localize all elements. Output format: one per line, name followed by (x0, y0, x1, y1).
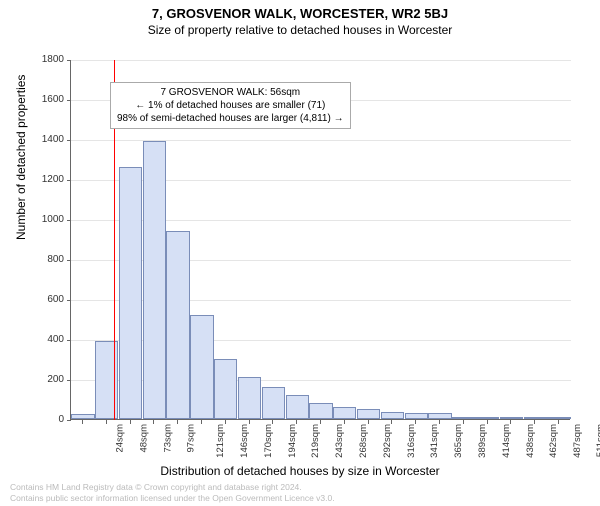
footer-line-1: Contains HM Land Registry data © Crown c… (10, 482, 335, 493)
xtick-mark (296, 420, 297, 424)
ytick-label: 800 (47, 255, 64, 265)
histogram-bar (405, 413, 428, 419)
xtick-mark (82, 420, 83, 424)
xtick-mark (439, 420, 440, 424)
page-subtitle: Size of property relative to detached ho… (0, 23, 600, 37)
y-axis-label: Number of detached properties (14, 75, 28, 240)
annotation-line-3: 98% of semi-detached houses are larger (… (117, 112, 344, 125)
xtick-mark (534, 420, 535, 424)
ytick-mark (67, 300, 71, 301)
x-axis-label: Distribution of detached houses by size … (0, 464, 600, 478)
ytick-label: 1800 (42, 55, 64, 65)
xtick-label: 341sqm (429, 424, 440, 458)
ytick-label: 400 (47, 335, 64, 345)
ytick-label: 1000 (42, 215, 64, 225)
xtick-label: 243sqm (334, 424, 345, 458)
ytick-label: 1600 (42, 95, 64, 105)
gridline (71, 60, 571, 61)
histogram-bar (238, 377, 261, 419)
xtick-label: 487sqm (572, 424, 583, 458)
xtick-label: 146sqm (239, 424, 250, 458)
ytick-mark (67, 140, 71, 141)
ytick-mark (67, 220, 71, 221)
histogram-bar (428, 413, 451, 419)
xtick-mark (487, 420, 488, 424)
xtick-label: 414sqm (501, 424, 512, 458)
ytick-label: 200 (47, 375, 64, 385)
histogram-bar (286, 395, 309, 419)
xtick-label: 365sqm (453, 424, 464, 458)
xtick-label: 292sqm (382, 424, 393, 458)
xtick-label: 438sqm (524, 424, 535, 458)
histogram-bar (333, 407, 356, 419)
xtick-mark (272, 420, 273, 424)
ytick-mark (67, 340, 71, 341)
xtick-mark (153, 420, 154, 424)
histogram-bar (143, 141, 166, 419)
histogram-bar (214, 359, 237, 419)
xtick-label: 24sqm (114, 424, 125, 453)
ytick-label: 1200 (42, 175, 64, 185)
histogram-bar (452, 417, 475, 419)
xtick-mark (130, 420, 131, 424)
ytick-label: 600 (47, 295, 64, 305)
ytick-mark (67, 180, 71, 181)
xtick-mark (344, 420, 345, 424)
histogram-bar (476, 417, 499, 419)
xtick-mark (177, 420, 178, 424)
xtick-label: 462sqm (548, 424, 559, 458)
xtick-mark (320, 420, 321, 424)
annotation-line-1: 7 GROSVENOR WALK: 56sqm (117, 86, 344, 99)
histogram-bar (524, 417, 547, 419)
xtick-mark (249, 420, 250, 424)
page-title: 7, GROSVENOR WALK, WORCESTER, WR2 5BJ (0, 6, 600, 21)
histogram-bar (262, 387, 285, 419)
xtick-mark (415, 420, 416, 424)
xtick-label: 268sqm (358, 424, 369, 458)
ytick-label: 0 (58, 415, 64, 425)
ytick-mark (67, 380, 71, 381)
ytick-mark (67, 420, 71, 421)
xtick-label: 194sqm (286, 424, 297, 458)
histogram-bar (309, 403, 332, 419)
chart: 7 GROSVENOR WALK: 56sqm ← 1% of detached… (70, 60, 570, 420)
histogram-bar (119, 167, 142, 419)
footer-attribution: Contains HM Land Registry data © Crown c… (10, 482, 335, 504)
xtick-label: 121sqm (215, 424, 226, 458)
xtick-label: 73sqm (162, 424, 173, 453)
xtick-mark (463, 420, 464, 424)
xtick-label: 97sqm (186, 424, 197, 453)
xtick-label: 511sqm (595, 424, 600, 457)
xtick-label: 389sqm (477, 424, 488, 458)
histogram-bar (166, 231, 189, 419)
xtick-mark (106, 420, 107, 424)
annotation-box: 7 GROSVENOR WALK: 56sqm ← 1% of detached… (110, 82, 351, 129)
histogram-bar (547, 417, 570, 419)
xtick-label: 48sqm (138, 424, 149, 453)
xtick-mark (368, 420, 369, 424)
footer-line-2: Contains public sector information licen… (10, 493, 335, 504)
xtick-mark (510, 420, 511, 424)
histogram-bar (190, 315, 213, 419)
xtick-label: 219sqm (310, 424, 321, 458)
annotation-line-2: ← 1% of detached houses are smaller (71) (117, 99, 344, 112)
xtick-mark (201, 420, 202, 424)
histogram-bar (381, 412, 404, 419)
xtick-label: 316sqm (405, 424, 416, 458)
xtick-mark (225, 420, 226, 424)
xtick-label: 170sqm (263, 424, 274, 458)
ytick-label: 1400 (42, 135, 64, 145)
ytick-mark (67, 260, 71, 261)
ytick-mark (67, 100, 71, 101)
histogram-bar (357, 409, 380, 419)
xtick-mark (558, 420, 559, 424)
xtick-mark (391, 420, 392, 424)
histogram-bar (71, 414, 94, 419)
histogram-bar (500, 417, 523, 419)
ytick-mark (67, 60, 71, 61)
